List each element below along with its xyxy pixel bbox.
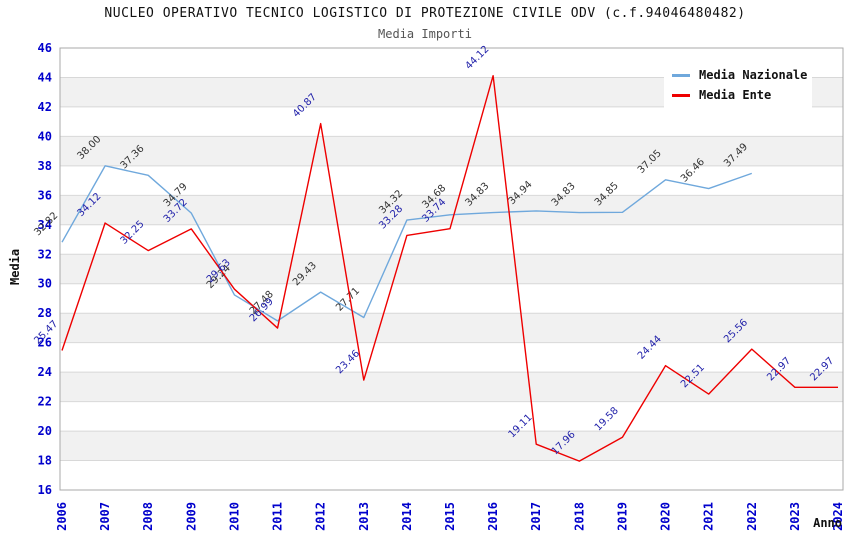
x-tick-label: 2009	[184, 502, 198, 531]
y-tick-label: 38	[38, 159, 52, 173]
plot-band	[60, 431, 843, 461]
x-tick-label: 2008	[141, 502, 155, 531]
y-tick-label: 16	[38, 483, 52, 497]
y-tick-label: 32	[38, 247, 52, 261]
legend-swatch-ente-icon	[672, 93, 690, 97]
legend-label-nazionale: Media Nazionale	[699, 68, 808, 82]
x-axis-title: Anno	[813, 516, 842, 530]
legend: Media Nazionale Media Ente	[664, 59, 812, 113]
x-tick-label: 2010	[227, 502, 241, 531]
y-tick-label: 34	[38, 218, 52, 232]
y-tick-label: 36	[38, 188, 52, 202]
y-tick-label: 42	[38, 100, 52, 114]
legend-label-ente: Media Ente	[699, 88, 772, 102]
x-tick-label: 2018	[572, 502, 586, 531]
plot-band	[60, 372, 843, 402]
plot-band	[60, 254, 843, 284]
data-point-label: 32.82	[32, 210, 60, 238]
y-tick-label: 18	[38, 454, 52, 468]
legend-item-media-nazionale: Media Nazionale	[672, 65, 808, 85]
x-tick-label: 2015	[443, 502, 457, 531]
y-tick-label: 46	[38, 41, 52, 55]
data-point-label: 19.58	[593, 405, 621, 433]
plot-band	[60, 195, 843, 225]
series-line-media-ente	[61, 74, 838, 462]
y-tick-label: 22	[38, 395, 52, 409]
x-tick-label: 2023	[788, 502, 802, 531]
x-tick-label: 2007	[98, 502, 112, 531]
x-tick-label: 2011	[271, 502, 285, 531]
plot-band	[60, 136, 843, 166]
x-tick-label: 2020	[659, 502, 673, 531]
x-tick-label: 2022	[745, 502, 759, 531]
y-tick-label: 24	[38, 365, 52, 379]
y-tick-label: 20	[38, 424, 52, 438]
y-tick-label: 40	[38, 129, 52, 143]
series-line-media-nazionale	[61, 165, 753, 322]
x-tick-label: 2013	[357, 502, 371, 531]
x-tick-label: 2016	[486, 502, 500, 531]
chart-title: NUCLEO OPERATIVO TECNICO LOGISTICO DI PR…	[104, 6, 746, 21]
x-tick-label: 2006	[55, 502, 69, 531]
y-tick-label: 30	[38, 277, 52, 291]
x-tick-label: 2019	[615, 502, 629, 531]
y-axis-title: Media	[8, 248, 22, 285]
plot-band	[60, 313, 843, 343]
x-tick-label: 2017	[529, 502, 543, 531]
y-tick-label: 44	[38, 70, 52, 84]
y-tick-label: 26	[38, 336, 52, 350]
x-tick-label: 2012	[314, 502, 328, 531]
x-tick-label: 2021	[702, 502, 716, 531]
y-tick-label: 28	[38, 306, 52, 320]
plot-frame	[59, 47, 844, 491]
legend-swatch-nazionale-icon	[672, 73, 690, 77]
chart-subtitle: Media Importi	[378, 27, 472, 41]
x-tick-label: 2024	[831, 502, 845, 531]
x-tick-label: 2014	[400, 502, 414, 531]
legend-item-media-ente: Media Ente	[672, 85, 804, 105]
